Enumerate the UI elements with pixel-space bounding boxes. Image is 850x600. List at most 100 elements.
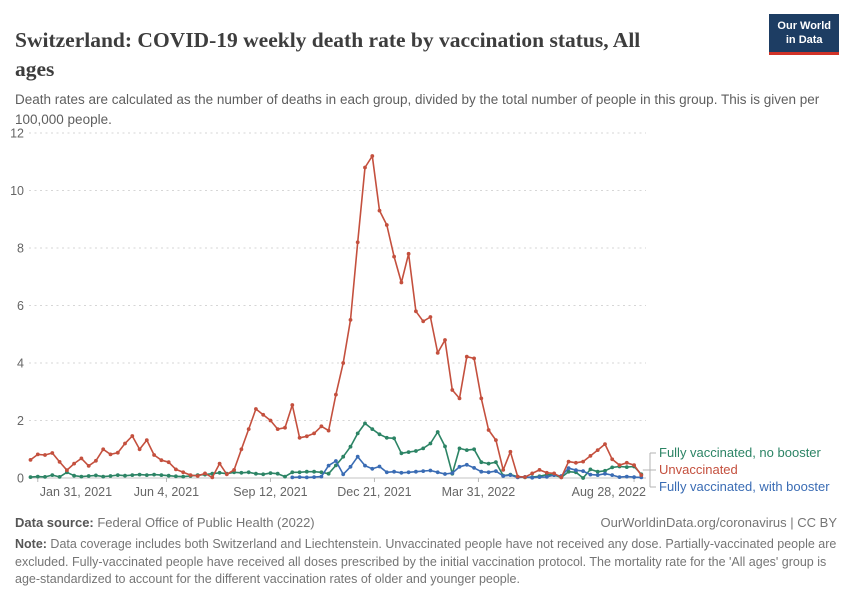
- data-point[interactable]: [617, 475, 622, 479]
- data-point[interactable]: [457, 446, 462, 451]
- data-point[interactable]: [624, 474, 629, 479]
- data-point[interactable]: [188, 473, 193, 477]
- data-point[interactable]: [486, 428, 491, 432]
- data-point[interactable]: [144, 438, 149, 442]
- data-point[interactable]: [348, 464, 353, 469]
- data-point[interactable]: [603, 471, 607, 476]
- data-point[interactable]: [35, 452, 40, 457]
- data-point[interactable]: [428, 468, 433, 473]
- data-point[interactable]: [479, 396, 484, 401]
- data-point[interactable]: [566, 469, 571, 474]
- data-point[interactable]: [101, 474, 106, 479]
- data-point[interactable]: [261, 472, 266, 477]
- data-point[interactable]: [159, 458, 164, 463]
- data-point[interactable]: [86, 474, 91, 478]
- data-point[interactable]: [464, 448, 469, 452]
- data-point[interactable]: [501, 468, 506, 472]
- series-line-fully-vaccinated-no-booster[interactable]: [29, 422, 643, 479]
- data-point[interactable]: [406, 470, 411, 475]
- data-point[interactable]: [297, 435, 302, 440]
- data-point[interactable]: [312, 475, 316, 479]
- data-point[interactable]: [130, 434, 135, 438]
- data-point[interactable]: [50, 451, 55, 455]
- data-point[interactable]: [414, 309, 418, 314]
- data-point[interactable]: [224, 472, 229, 477]
- data-point[interactable]: [523, 475, 527, 479]
- data-point[interactable]: [246, 427, 251, 431]
- data-point[interactable]: [108, 452, 113, 457]
- data-point[interactable]: [610, 473, 615, 477]
- data-point[interactable]: [515, 474, 520, 479]
- data-point[interactable]: [79, 474, 84, 479]
- data-point[interactable]: [399, 451, 404, 456]
- data-point[interactable]: [624, 465, 629, 469]
- data-point[interactable]: [574, 468, 578, 473]
- data-point[interactable]: [443, 444, 447, 449]
- data-point[interactable]: [428, 315, 433, 319]
- data-point[interactable]: [472, 356, 476, 361]
- data-point[interactable]: [283, 425, 287, 430]
- data-point[interactable]: [166, 473, 171, 478]
- data-point[interactable]: [319, 470, 324, 475]
- data-point[interactable]: [304, 475, 309, 480]
- data-point[interactable]: [486, 461, 491, 466]
- data-point[interactable]: [508, 449, 513, 454]
- data-point[interactable]: [159, 473, 164, 477]
- data-point[interactable]: [319, 424, 324, 429]
- data-point[interactable]: [130, 473, 135, 477]
- legend-item-unvaccinated[interactable]: Unvaccinated: [659, 462, 738, 477]
- data-point[interactable]: [217, 461, 222, 466]
- data-point[interactable]: [297, 475, 302, 479]
- data-point[interactable]: [166, 460, 171, 465]
- data-point[interactable]: [544, 470, 549, 475]
- data-point[interactable]: [355, 431, 360, 436]
- data-point[interactable]: [537, 475, 542, 479]
- data-point[interactable]: [406, 450, 411, 454]
- data-point[interactable]: [377, 464, 382, 469]
- data-point[interactable]: [152, 453, 157, 457]
- data-point[interactable]: [443, 472, 447, 476]
- data-point[interactable]: [355, 240, 360, 245]
- data-point[interactable]: [28, 475, 33, 479]
- data-point[interactable]: [384, 223, 389, 227]
- data-point[interactable]: [108, 474, 113, 478]
- data-point[interactable]: [268, 471, 273, 475]
- data-point[interactable]: [501, 474, 506, 478]
- data-point[interactable]: [384, 470, 389, 475]
- data-point[interactable]: [94, 458, 98, 463]
- data-point[interactable]: [435, 470, 440, 475]
- data-point[interactable]: [566, 466, 571, 471]
- data-point[interactable]: [632, 463, 636, 467]
- data-point[interactable]: [79, 456, 84, 461]
- data-point[interactable]: [363, 463, 367, 468]
- data-point[interactable]: [457, 464, 462, 469]
- data-point[interactable]: [414, 469, 418, 474]
- data-point[interactable]: [486, 470, 491, 475]
- data-point[interactable]: [639, 473, 644, 477]
- data-point[interactable]: [370, 154, 375, 158]
- data-point[interactable]: [508, 473, 513, 477]
- data-point[interactable]: [341, 454, 346, 459]
- data-point[interactable]: [341, 361, 346, 365]
- data-point[interactable]: [268, 418, 273, 423]
- data-point[interactable]: [435, 351, 440, 355]
- data-point[interactable]: [603, 442, 607, 446]
- data-point[interactable]: [50, 473, 55, 477]
- owid-coronavirus-link[interactable]: OurWorldinData.org/coronavirus | CC BY: [600, 515, 837, 530]
- data-point[interactable]: [581, 459, 585, 464]
- data-point[interactable]: [246, 470, 251, 475]
- data-point[interactable]: [210, 475, 215, 480]
- data-point[interactable]: [588, 467, 593, 472]
- data-point[interactable]: [290, 403, 295, 407]
- data-point[interactable]: [617, 463, 622, 467]
- data-point[interactable]: [595, 448, 600, 452]
- data-point[interactable]: [304, 434, 309, 439]
- data-point[interactable]: [574, 460, 578, 465]
- data-point[interactable]: [428, 441, 433, 446]
- data-point[interactable]: [406, 251, 411, 256]
- data-point[interactable]: [363, 165, 367, 170]
- data-point[interactable]: [348, 444, 353, 449]
- data-point[interactable]: [275, 427, 280, 431]
- data-point[interactable]: [610, 465, 615, 470]
- data-point[interactable]: [341, 472, 346, 477]
